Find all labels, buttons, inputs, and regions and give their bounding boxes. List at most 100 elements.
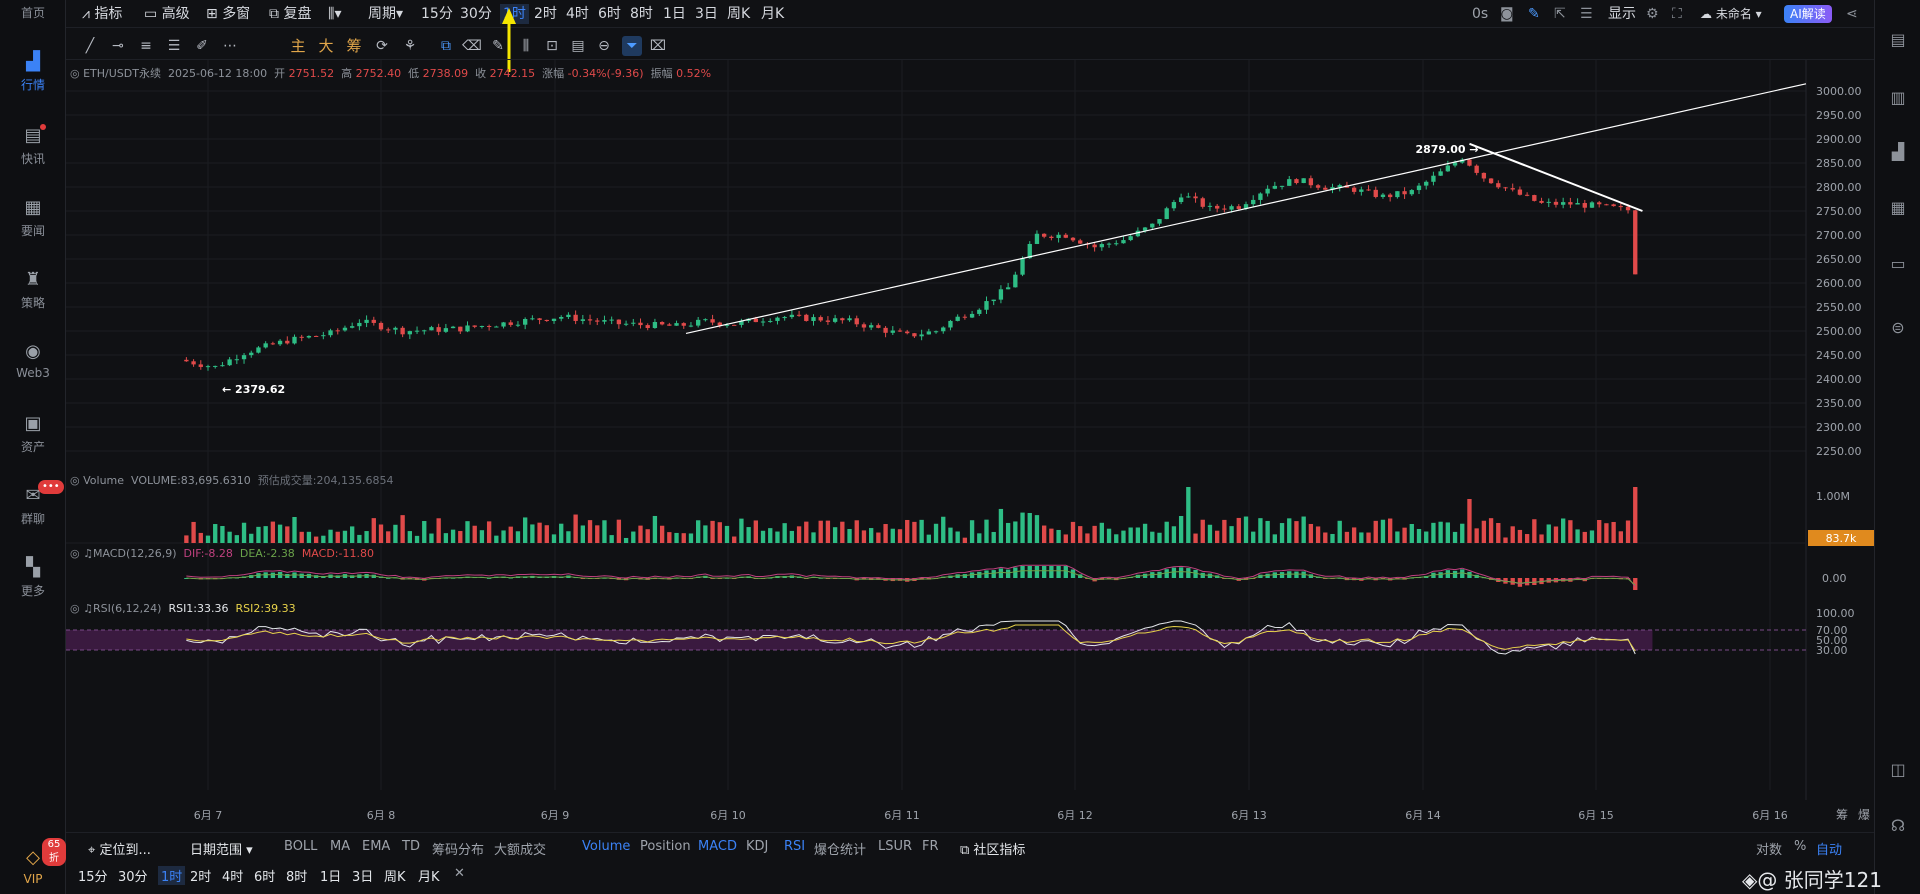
depth-icon[interactable]: ▥ <box>1890 88 1906 107</box>
sub-lsur[interactable]: LSUR <box>878 839 913 854</box>
card-icon[interactable]: ▭ <box>1890 254 1906 273</box>
b-interval-4h[interactable]: 4时 <box>222 870 244 885</box>
sub-volume[interactable]: Volume <box>582 839 631 854</box>
filter-icon[interactable]: ⏷ <box>622 36 642 56</box>
nav-more[interactable]: ▚ 更多 <box>0 558 66 599</box>
overlay-large-trades[interactable]: 大额成交 <box>494 843 547 858</box>
nav-vip[interactable]: ◇ VIP 65折 <box>0 838 66 886</box>
interval-3d[interactable]: 3日 <box>695 6 718 22</box>
sub-fr[interactable]: FR <box>922 839 939 854</box>
horizontal-ray-tool-icon[interactable]: ⊸ <box>112 38 124 54</box>
percent-toggle[interactable]: % <box>1794 839 1807 854</box>
auto-toggle[interactable]: 自动 <box>1816 843 1843 858</box>
more-tools-icon[interactable]: ⋯ <box>223 38 237 54</box>
edit-line-icon[interactable]: ✎ <box>492 38 504 54</box>
chip-dist-tool[interactable]: 筹 <box>346 37 362 55</box>
interval-8h[interactable]: 8时 <box>630 6 653 22</box>
gear-icon[interactable]: ⚙ <box>1646 6 1659 22</box>
interval-2h[interactable]: 2时 <box>534 6 557 22</box>
trend-line-tool-icon[interactable]: ╱ <box>85 38 95 54</box>
community-indicators[interactable]: ⧉ 社区指标 <box>960 839 1025 858</box>
overlay-boll[interactable]: BOLL <box>284 839 318 854</box>
overlay-chip[interactable]: 筹码分布 <box>432 843 485 858</box>
orderbook-icon[interactable]: ▤ <box>1890 30 1906 49</box>
b-interval-15m[interactable]: 15分 <box>78 870 108 885</box>
interval-30m[interactable]: 30分 <box>460 6 492 22</box>
sub-macd[interactable]: MACD <box>698 839 737 854</box>
b-interval-3d[interactable]: 3日 <box>352 870 374 885</box>
overlay-ma[interactable]: MA <box>330 839 351 854</box>
interval-6h[interactable]: 6时 <box>598 6 621 22</box>
b-interval-8h[interactable]: 8时 <box>286 870 308 885</box>
headset-icon[interactable]: ☊ <box>1890 816 1906 835</box>
nav-wallet[interactable]: ▣ 资产 <box>0 414 66 455</box>
display-button[interactable]: 显示 <box>1608 6 1636 22</box>
b-interval-6h[interactable]: 6时 <box>254 870 276 885</box>
overlay-ema[interactable]: EMA <box>362 839 391 854</box>
pen-icon[interactable]: ✎ <box>1528 6 1540 22</box>
list-icon[interactable]: ☰ <box>1580 6 1593 22</box>
replay-button[interactable]: ⧉ 复盘 <box>269 4 311 24</box>
log-toggle[interactable]: 对数 <box>1756 843 1783 858</box>
camera-icon[interactable]: ◙ <box>1500 6 1514 22</box>
nav-market[interactable]: ▟ 行情 <box>0 52 66 93</box>
advanced-button[interactable]: ▭ 高级 <box>144 4 190 24</box>
sub-liquidation[interactable]: 爆仓统计 <box>814 843 867 858</box>
nav-home[interactable]: 首页 <box>0 4 66 21</box>
indicator-button[interactable]: ⩘ 指标 <box>82 4 122 24</box>
nav-strategy[interactable]: ♜ 策略 <box>0 270 66 311</box>
chart-canvas[interactable]: 2250.00 2300.00 2350.00 2400.00 2450.00 2500.… <box>66 60 1874 820</box>
b-interval-1w[interactable]: 周K <box>384 870 406 885</box>
layout-dropdown[interactable]: ☁ 未命名 ▾ <box>1700 4 1762 24</box>
eye-icon[interactable]: ◎ <box>70 67 84 80</box>
chart-area[interactable]: 2250.00 2300.00 2350.00 2400.00 2450.00 2500.… <box>66 60 1874 820</box>
big-order-tool[interactable]: 大 <box>318 37 334 55</box>
overlay-td[interactable]: TD <box>402 839 420 854</box>
trash-icon[interactable]: ⌧ <box>649 38 667 54</box>
brush-tool-icon[interactable]: ✐ <box>196 38 208 54</box>
sub-kdj[interactable]: KDJ <box>746 839 769 854</box>
sub-rsi[interactable]: RSI <box>784 839 806 854</box>
sub-position[interactable]: Position <box>640 839 691 854</box>
main-chip-tool[interactable]: 主 <box>290 37 306 55</box>
trades-icon[interactable]: ▟ <box>1891 142 1905 161</box>
lock-icon[interactable]: ⊡ <box>546 38 558 54</box>
b-interval-30m[interactable]: 30分 <box>118 870 148 885</box>
b-interval-2h[interactable]: 2时 <box>190 870 212 885</box>
interval-15m[interactable]: 15分 <box>421 6 453 22</box>
b-interval-1mo[interactable]: 月K <box>418 870 440 885</box>
interval-1w[interactable]: 周K <box>727 6 751 22</box>
swap-icon[interactable]: ⊜ <box>1891 318 1905 337</box>
bell-icon[interactable]: ♫ <box>83 547 93 560</box>
ai-explain-button[interactable]: AI解读 <box>1784 5 1832 23</box>
bell-icon[interactable]: ♫ <box>83 602 93 615</box>
nav-news-flash[interactable]: ▤ 快讯 <box>0 124 66 167</box>
eye-icon[interactable]: ◎ <box>70 474 84 487</box>
interval-1mo[interactable]: 月K <box>761 6 785 22</box>
eraser-icon[interactable]: ⌫ <box>462 38 482 54</box>
eye-icon[interactable]: ◎ <box>70 547 84 560</box>
stats-icon[interactable]: ▦ <box>1890 198 1906 217</box>
popout-icon[interactable]: ⇱ <box>1554 6 1566 22</box>
template-icon[interactable]: ▤ <box>571 38 585 54</box>
interval-1d[interactable]: 1日 <box>663 6 686 22</box>
parallel-lines-tool-icon[interactable]: ≡ <box>140 38 152 54</box>
nav-headlines[interactable]: ▦ 要闻 <box>0 198 66 239</box>
interval-4h[interactable]: 4时 <box>566 6 589 22</box>
chart-type-dropdown[interactable]: ⫼▾ <box>328 4 341 24</box>
share-icon[interactable]: ⋖ <box>1846 6 1858 22</box>
fib-tool-icon[interactable]: ☰ <box>167 38 181 54</box>
layout-icon[interactable]: ◫ <box>1890 760 1906 779</box>
candles-style-icon[interactable]: ⫼ <box>522 38 530 54</box>
eye-icon[interactable]: ◎ <box>70 602 84 615</box>
locate-button[interactable]: ⌖ 定位到... <box>88 839 151 858</box>
close-icon[interactable]: ✕ <box>454 866 465 881</box>
copy-icon[interactable]: ⧉ <box>441 38 451 54</box>
nav-web3[interactable]: ◉ Web3 <box>0 342 66 381</box>
date-range-dropdown[interactable]: 日期范围 ▾ <box>190 839 253 858</box>
fullscreen-icon[interactable]: ⛶ <box>1672 6 1682 22</box>
refresh-icon[interactable]: ⟳ <box>376 38 388 54</box>
magic-icon[interactable]: ⚘ <box>403 38 417 54</box>
nav-chat[interactable]: ✉ 群聊 ••• <box>0 480 66 527</box>
period-dropdown[interactable]: 周期▾ <box>368 4 403 24</box>
